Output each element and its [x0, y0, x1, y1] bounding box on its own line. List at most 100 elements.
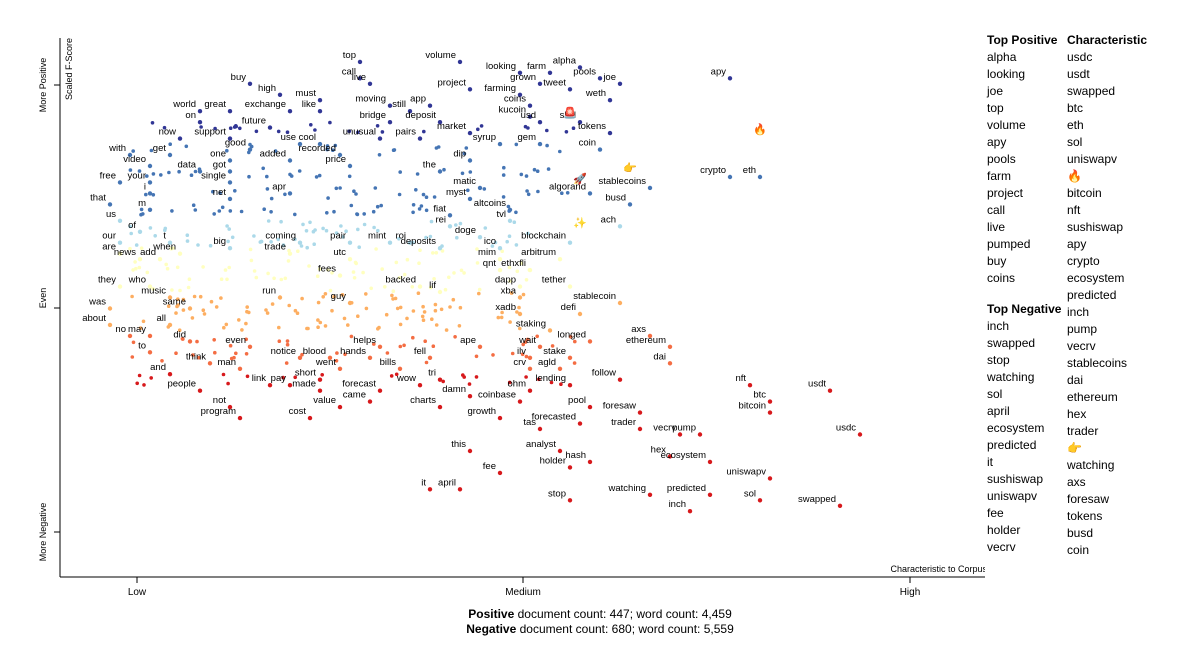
- term-label[interactable]: ecosystem: [661, 450, 706, 461]
- term-label[interactable]: on: [185, 110, 196, 121]
- term-point[interactable]: [577, 65, 583, 70]
- term-label[interactable]: people: [167, 379, 196, 390]
- term-point[interactable]: [197, 169, 203, 174]
- term-point[interactable]: [437, 246, 443, 251]
- term-label[interactable]: kucoin: [499, 105, 526, 116]
- term-label[interactable]: myst: [446, 187, 466, 198]
- characteristic-term[interactable]: ecosystem: [1067, 271, 1125, 285]
- term-point[interactable]: [197, 120, 203, 125]
- term-label[interactable]: ohm: [508, 379, 527, 390]
- characteristic-term[interactable]: inch: [1067, 305, 1090, 319]
- term-label[interactable]: wow: [396, 373, 416, 384]
- top-negative-term[interactable]: april: [987, 404, 1010, 418]
- term-point[interactable]: [287, 191, 293, 196]
- term-point[interactable]: [117, 180, 123, 185]
- term-label[interactable]: alpha: [553, 55, 577, 66]
- term-point[interactable]: [597, 147, 603, 152]
- term-label[interactable]: agld: [538, 357, 556, 368]
- term-label[interactable]: follow: [592, 368, 616, 379]
- term-point[interactable]: [177, 251, 183, 256]
- term-point[interactable]: [497, 267, 503, 273]
- term-label[interactable]: news: [114, 247, 136, 258]
- term-label[interactable]: get: [153, 143, 167, 154]
- term-point[interactable]: [377, 344, 383, 349]
- top-negative-term[interactable]: inch: [987, 319, 1010, 333]
- term-label[interactable]: one: [210, 149, 226, 160]
- term-label[interactable]: short: [295, 368, 316, 379]
- term-label[interactable]: man: [218, 357, 236, 368]
- term-point[interactable]: [367, 355, 373, 360]
- term-point[interactable]: [587, 459, 593, 465]
- term-point[interactable]: [527, 267, 533, 273]
- term-point[interactable]: [437, 377, 443, 382]
- term-label[interactable]: free: [100, 170, 116, 181]
- term-label[interactable]: pump: [672, 423, 696, 434]
- term-label[interactable]: fee: [483, 461, 496, 472]
- term-point[interactable]: [167, 240, 173, 245]
- term-point[interactable]: [147, 350, 153, 355]
- term-label[interactable]: forecasted: [532, 412, 576, 423]
- term-point[interactable]: [537, 81, 543, 87]
- term-label[interactable]: blockchain: [521, 231, 566, 242]
- term-label[interactable]: altcoins: [474, 198, 506, 209]
- characteristic-term[interactable]: predicted: [1067, 288, 1117, 302]
- term-point[interactable]: [627, 202, 633, 207]
- term-label[interactable]: big: [213, 236, 226, 247]
- term-point[interactable]: [437, 289, 443, 295]
- top-negative-term[interactable]: vecrv: [987, 540, 1016, 554]
- term-point[interactable]: [837, 503, 843, 508]
- term-point[interactable]: [827, 388, 833, 393]
- term-point[interactable]: [617, 224, 623, 229]
- term-label[interactable]: charts: [410, 395, 436, 406]
- term-label[interactable]: tvl: [497, 209, 507, 220]
- term-label[interactable]: staking: [516, 318, 546, 329]
- term-point[interactable]: [387, 120, 393, 125]
- term-label[interactable]: utc: [333, 247, 346, 258]
- term-label[interactable]: stop: [548, 488, 566, 499]
- term-label[interactable]: dapp: [495, 275, 516, 286]
- term-point[interactable]: [517, 399, 523, 404]
- term-point[interactable]: [287, 251, 293, 256]
- term-point[interactable]: [117, 240, 123, 245]
- top-negative-term[interactable]: stop: [987, 353, 1010, 367]
- characteristic-term[interactable]: usdt: [1067, 67, 1090, 81]
- term-point[interactable]: [517, 295, 523, 300]
- term-point[interactable]: [457, 59, 463, 65]
- term-label[interactable]: stablecoin: [573, 291, 616, 302]
- term-label[interactable]: axs: [631, 324, 646, 335]
- term-point[interactable]: [767, 410, 773, 415]
- term-point[interactable]: [497, 415, 503, 421]
- term-label[interactable]: damn: [442, 384, 466, 395]
- characteristic-term[interactable]: crypto: [1067, 254, 1100, 268]
- term-point[interactable]: [107, 306, 113, 311]
- term-label[interactable]: like: [302, 99, 316, 110]
- top-negative-term[interactable]: watching: [987, 370, 1035, 384]
- term-label[interactable]: t: [163, 231, 166, 242]
- term-label[interactable]: fell: [414, 346, 426, 357]
- term-point[interactable]: [147, 284, 153, 289]
- term-label[interactable]: usdt: [808, 379, 826, 390]
- term-point[interactable]: [557, 448, 563, 454]
- top-positive-term[interactable]: call: [987, 203, 1006, 217]
- term-label[interactable]: video: [123, 154, 146, 165]
- term-label[interactable]: and: [150, 362, 166, 373]
- term-point[interactable]: [597, 76, 603, 81]
- term-label[interactable]: algorand: [549, 181, 586, 192]
- term-point[interactable]: [317, 109, 323, 114]
- characteristic-term[interactable]: dai: [1067, 373, 1084, 387]
- term-label[interactable]: even: [225, 335, 246, 346]
- term-label[interactable]: busd: [605, 192, 626, 203]
- term-point[interactable]: [227, 180, 233, 185]
- term-label[interactable]: uniswapv: [726, 466, 766, 477]
- top-positive-term[interactable]: joe: [987, 84, 1004, 98]
- term-point[interactable]: [137, 257, 143, 262]
- term-point[interactable]: [127, 152, 133, 158]
- term-point[interactable]: [527, 355, 533, 360]
- term-label[interactable]: pay: [271, 373, 287, 384]
- term-label[interactable]: call: [342, 66, 356, 77]
- term-label[interactable]: great: [204, 99, 226, 110]
- term-point[interactable]: [187, 306, 193, 311]
- term-label[interactable]: think: [186, 351, 206, 362]
- term-label[interactable]: data: [178, 160, 197, 171]
- term-point[interactable]: [447, 213, 453, 218]
